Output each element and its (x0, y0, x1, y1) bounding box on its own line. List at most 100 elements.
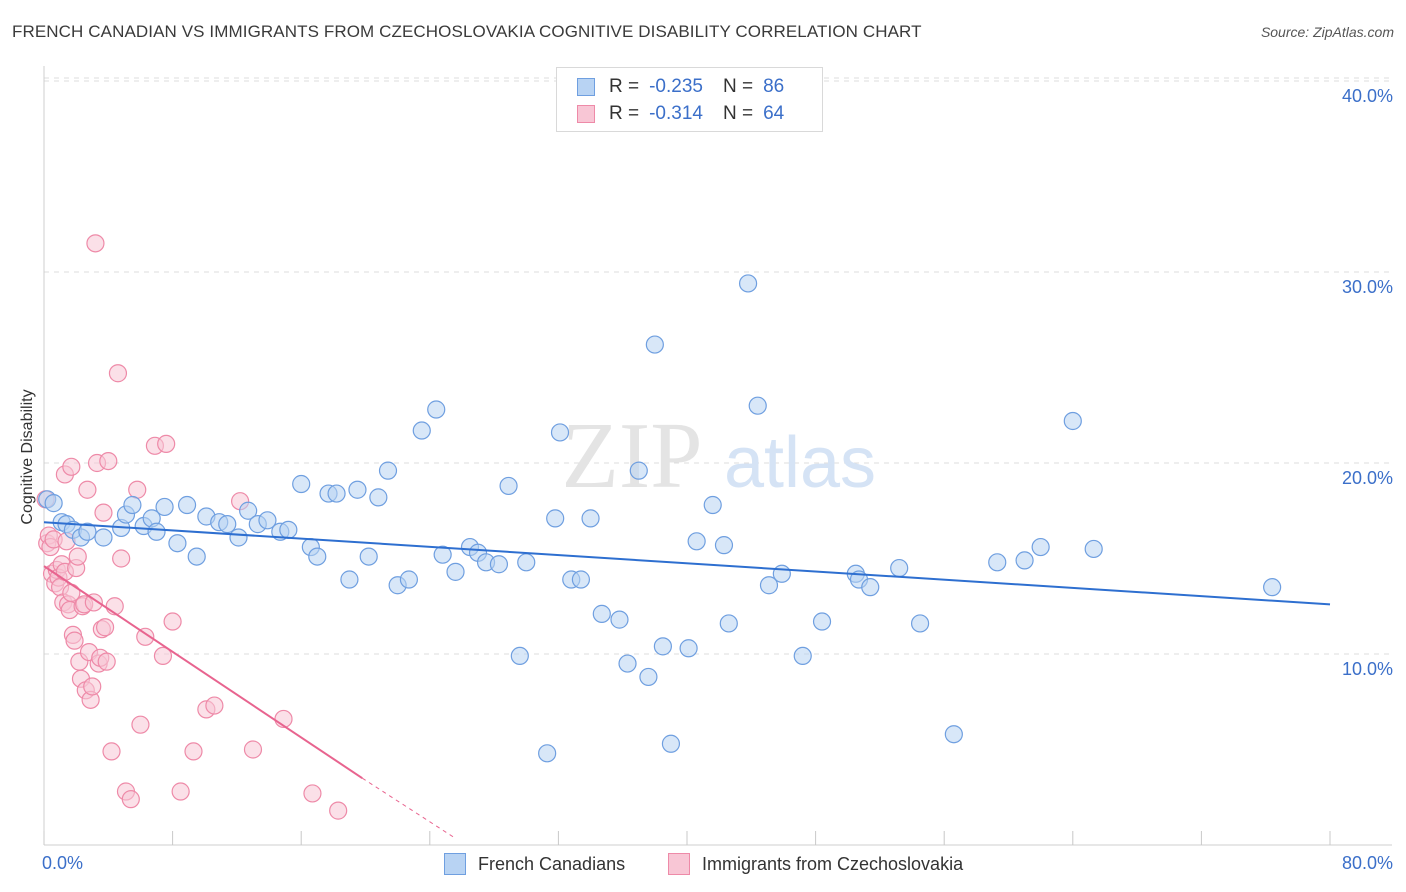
data-point (329, 801, 348, 820)
n-value: 86 (763, 76, 785, 97)
data-point (910, 614, 930, 633)
data-point (243, 740, 263, 759)
data-point (97, 652, 116, 671)
data-point (95, 618, 115, 637)
data-point (748, 396, 767, 415)
data-point (653, 637, 672, 656)
data-point (102, 742, 121, 761)
data-point (239, 501, 258, 520)
data-point (128, 480, 147, 499)
trend-line-immigrants-czechoslovakia (43, 565, 363, 779)
data-point (68, 547, 87, 566)
y-axis-label: Cognitive Disability (19, 389, 36, 525)
data-point (168, 534, 187, 553)
data-point (499, 476, 518, 496)
data-point (592, 604, 611, 623)
data-point (1015, 551, 1034, 570)
data-point (112, 549, 131, 568)
data-point (510, 646, 529, 666)
data-point (661, 734, 681, 753)
data-point (108, 364, 128, 383)
data-point (1031, 537, 1050, 557)
data-point (687, 532, 706, 551)
data-point (157, 434, 176, 453)
watermark: ZIP atlas (562, 404, 877, 508)
legend-row-french-canadians: R = -0.235 N = 86 (577, 75, 784, 99)
data-point (218, 515, 237, 534)
r-value: -0.314 (649, 103, 703, 124)
data-point (205, 696, 224, 715)
data-point (184, 742, 203, 761)
data-point (538, 744, 557, 763)
n-label: N = (722, 76, 754, 97)
r-label: R = (609, 76, 640, 97)
data-point (571, 570, 591, 589)
data-point (308, 547, 327, 566)
data-point (292, 474, 311, 494)
data-point (772, 564, 791, 583)
series-french-canadians (38, 274, 1282, 763)
data-point (303, 784, 322, 803)
watermark-zip: ZIP (562, 404, 703, 508)
data-point (793, 646, 812, 666)
trend-line-french-canadians (43, 521, 1331, 606)
legend-item-immigrants-czechoslovakia: Immigrants from Czechoslovakia (668, 851, 963, 877)
data-point (177, 495, 197, 515)
data-point (546, 509, 565, 528)
data-point (155, 497, 174, 517)
data-point (738, 274, 758, 293)
legend-swatch-pink (668, 853, 690, 875)
data-point (610, 610, 629, 629)
data-point (714, 536, 734, 555)
legend-row-immigrants-czechoslovakia: R = -0.314 N = 64 (577, 102, 784, 126)
data-point (861, 578, 880, 597)
data-point (489, 555, 509, 574)
data-point (99, 451, 118, 471)
trend-line-extension (362, 777, 455, 838)
data-point (78, 522, 97, 541)
data-point (163, 612, 182, 631)
data-point (645, 335, 664, 354)
x-tick-label: 0.0% (42, 853, 84, 873)
data-point (944, 725, 963, 744)
data-point (153, 646, 173, 666)
data-point (359, 547, 378, 566)
legend-label: Immigrants from Czechoslovakia (702, 853, 964, 874)
data-point (83, 677, 102, 696)
data-point (427, 400, 446, 419)
data-point (679, 639, 698, 658)
grid-lines (44, 77, 1392, 655)
data-point (187, 547, 206, 566)
y-tick-label: 40.0% (1341, 86, 1393, 106)
data-point (378, 461, 398, 480)
data-point (433, 545, 452, 564)
data-point (65, 631, 84, 650)
data-point (703, 495, 722, 515)
data-point (581, 509, 600, 528)
data-point (121, 790, 140, 809)
data-point (618, 654, 637, 673)
chart-title: FRENCH CANADIAN VS IMMIGRANTS FROM CZECH… (12, 22, 922, 41)
data-point (446, 562, 465, 581)
data-point (78, 480, 97, 499)
data-point (369, 488, 388, 507)
data-point (412, 421, 431, 440)
data-point (171, 782, 190, 801)
data-point (639, 667, 658, 687)
data-point (94, 528, 113, 547)
data-point (84, 593, 103, 612)
data-point (1263, 578, 1282, 597)
y-tick-label: 30.0% (1341, 277, 1393, 297)
data-point (327, 484, 346, 503)
watermark-atlas: atlas (724, 423, 876, 503)
axes (43, 66, 1392, 846)
data-point (147, 522, 166, 541)
legend-label: French Canadians (478, 853, 626, 874)
data-point (1063, 411, 1082, 431)
data-point (812, 612, 832, 631)
data-point (44, 494, 63, 513)
legend-swatch-pink (577, 105, 595, 123)
data-point (62, 457, 81, 476)
legend-item-french-canadians: French Canadians (444, 851, 625, 877)
data-point (517, 553, 536, 572)
